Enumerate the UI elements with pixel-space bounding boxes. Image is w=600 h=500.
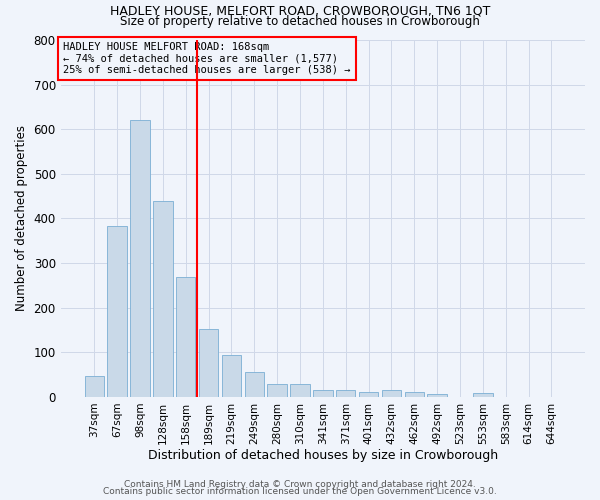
Bar xyxy=(382,390,401,397)
Text: Size of property relative to detached houses in Crowborough: Size of property relative to detached ho… xyxy=(120,15,480,28)
Text: HADLEY HOUSE, MELFORT ROAD, CROWBOROUGH, TN6 1QT: HADLEY HOUSE, MELFORT ROAD, CROWBOROUGH,… xyxy=(110,5,490,18)
Bar xyxy=(107,226,127,397)
Text: HADLEY HOUSE MELFORT ROAD: 168sqm
← 74% of detached houses are smaller (1,577)
2: HADLEY HOUSE MELFORT ROAD: 168sqm ← 74% … xyxy=(63,42,351,75)
Text: Contains HM Land Registry data © Crown copyright and database right 2024.: Contains HM Land Registry data © Crown c… xyxy=(124,480,476,489)
Bar xyxy=(221,354,241,397)
Bar xyxy=(153,200,173,397)
Bar xyxy=(245,372,264,397)
Bar xyxy=(473,394,493,397)
Bar xyxy=(290,384,310,397)
Y-axis label: Number of detached properties: Number of detached properties xyxy=(15,126,28,312)
X-axis label: Distribution of detached houses by size in Crowborough: Distribution of detached houses by size … xyxy=(148,450,498,462)
Bar xyxy=(336,390,355,397)
Bar xyxy=(313,390,332,397)
Bar xyxy=(176,278,196,397)
Bar xyxy=(359,392,378,397)
Bar xyxy=(427,394,447,397)
Bar xyxy=(85,376,104,397)
Bar xyxy=(199,329,218,397)
Bar xyxy=(130,120,149,397)
Bar xyxy=(268,384,287,397)
Bar xyxy=(404,392,424,397)
Text: Contains public sector information licensed under the Open Government Licence v3: Contains public sector information licen… xyxy=(103,487,497,496)
